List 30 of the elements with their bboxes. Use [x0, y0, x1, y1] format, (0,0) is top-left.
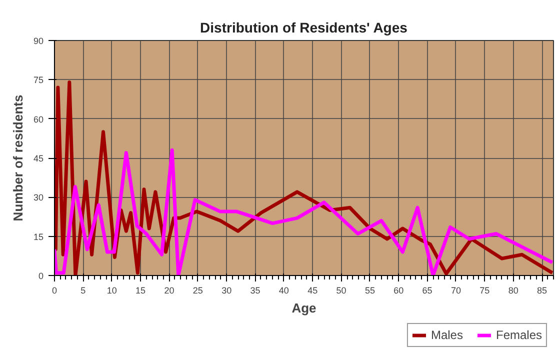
- x-tick-label: 85: [537, 286, 548, 296]
- x-tick-label: 30: [222, 286, 232, 296]
- x-tick-label: 45: [308, 286, 318, 296]
- y-tick-label: 75: [33, 75, 44, 86]
- legend-label: Females: [496, 328, 542, 342]
- x-tick-label: 50: [336, 286, 346, 296]
- y-axis-title: Number of residents: [10, 94, 26, 222]
- y-tick-label: 90: [33, 36, 44, 46]
- x-tick-label: 65: [422, 286, 432, 296]
- x-tick-label: 15: [136, 286, 146, 296]
- x-tick-label: 0: [52, 286, 58, 296]
- x-tick-label: 40: [278, 286, 289, 296]
- x-tick-label: 75: [480, 286, 490, 296]
- x-axis-title: Age: [292, 300, 316, 316]
- x-tick-label: 60: [394, 286, 404, 296]
- x-tick-label: 5: [80, 286, 86, 296]
- legend-label: Males: [430, 328, 463, 342]
- x-tick-label: 35: [250, 286, 260, 296]
- y-tick-label: 45: [33, 154, 44, 164]
- y-tick-label: 30: [33, 192, 44, 203]
- x-tick-label: 10: [106, 286, 117, 296]
- y-tick-label: 15: [33, 232, 44, 242]
- x-tick-label: 55: [364, 286, 375, 296]
- x-tick-label: 20: [164, 286, 174, 296]
- chart-title: Distribution of Residents' Ages: [200, 20, 408, 36]
- y-tick-label: 0: [38, 271, 44, 281]
- x-tick-label: 80: [508, 286, 518, 296]
- x-tick-label: 25: [192, 286, 203, 296]
- y-tick-label: 60: [33, 114, 44, 124]
- x-tick-label: 70: [450, 286, 462, 296]
